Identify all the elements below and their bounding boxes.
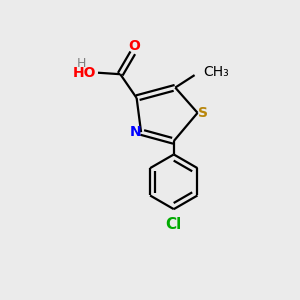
Text: HO: HO [73,66,97,80]
Text: H: H [77,57,86,70]
Text: Cl: Cl [166,218,182,232]
Text: CH₃: CH₃ [203,64,229,79]
Text: S: S [198,106,208,120]
Text: N: N [130,125,142,139]
Text: O: O [128,39,140,53]
